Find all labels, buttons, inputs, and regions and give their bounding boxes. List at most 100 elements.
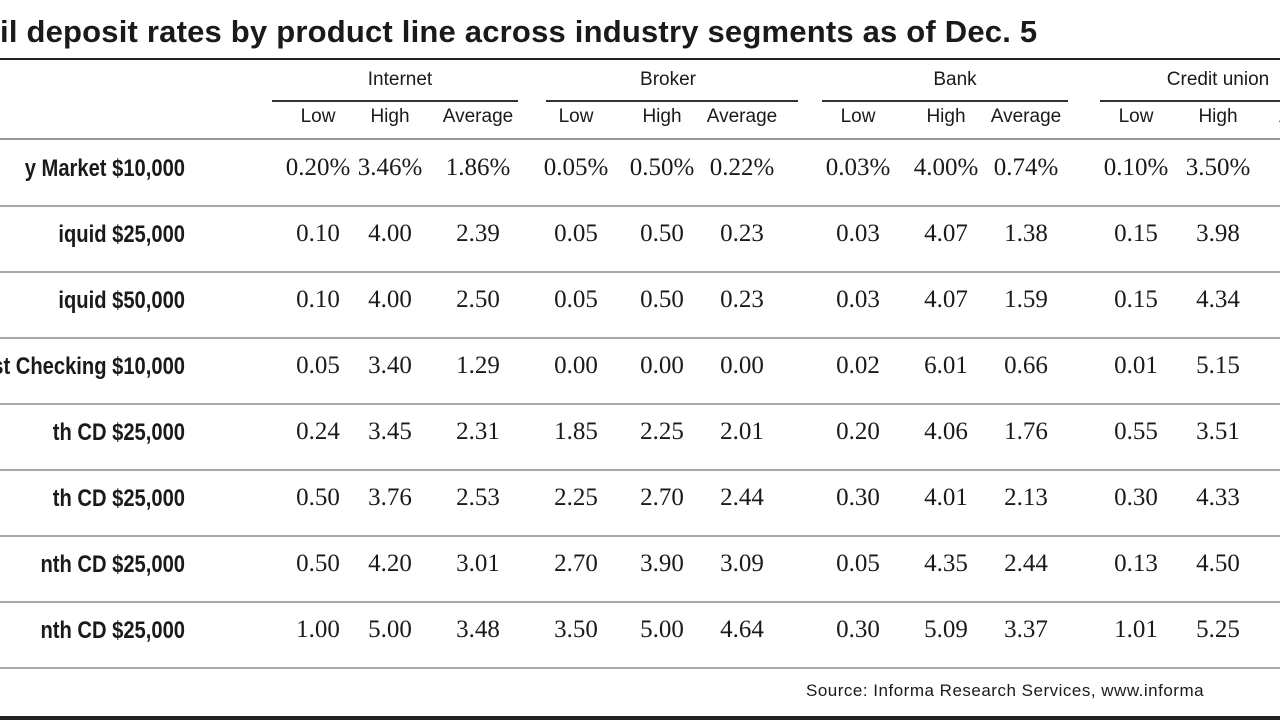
column-group-rule	[272, 100, 518, 102]
table-cell: 2.01	[720, 418, 764, 445]
table-cell: 0.05	[554, 220, 598, 247]
table-cell: 4.20	[368, 550, 412, 577]
table-cell: 4.33	[1196, 484, 1240, 511]
title-rule	[0, 58, 1280, 60]
table-cell: 0.05	[554, 286, 598, 313]
table-cell: 5.00	[640, 616, 684, 643]
bottom-rule	[0, 716, 1280, 720]
table-cell: 4.64	[720, 616, 764, 643]
table-cell: 1	[1245, 220, 1280, 248]
table-cell: 0.23	[720, 220, 764, 247]
table-cell: 0.30	[1114, 484, 1158, 511]
table-cell: 1.59	[1004, 286, 1048, 313]
table-cell: 6.01	[924, 352, 968, 379]
table-cell: 0.24	[296, 418, 340, 445]
table-cell: 0.30	[836, 484, 880, 511]
table-cell: 3.45	[368, 418, 412, 445]
table-cell: 3.37	[1004, 616, 1048, 643]
row-separator	[0, 667, 1280, 669]
table-cell: 2	[1245, 286, 1280, 314]
table-cell: 0.15	[1114, 286, 1158, 313]
row-label: th CD $25,000	[52, 485, 185, 512]
table-cell: 0.13	[1114, 550, 1158, 577]
table-cell: 4.34	[1196, 286, 1240, 313]
column-subheader: Low	[1118, 106, 1154, 127]
table-cell: 3.40	[368, 352, 412, 379]
table-cell: 0.10%	[1103, 154, 1169, 181]
table-cell: 2.25	[640, 418, 684, 445]
table-cell: 4.07	[924, 220, 968, 247]
table-cell: 2	[1245, 418, 1280, 446]
table-title: il deposit rates by product line across …	[0, 14, 1038, 49]
table-cell: 1.00	[296, 616, 340, 643]
source-note: Source: Informa Research Services, www.i…	[806, 681, 1205, 700]
column-group-header: Credit union	[1166, 69, 1270, 90]
table-cell: 5.09	[924, 616, 968, 643]
row-label: iquid $25,000	[58, 221, 185, 248]
table-cell: 0.10	[296, 286, 340, 313]
table-cell: 3.01	[456, 550, 500, 577]
row-label: nth CD $25,000	[40, 551, 185, 578]
table-cell: 0.50	[296, 550, 340, 577]
table-cell: 0.10	[296, 220, 340, 247]
column-subheader: High	[1198, 106, 1238, 127]
column-subheader: Average	[990, 106, 1062, 127]
table-cell: 3.90	[640, 550, 684, 577]
row-separator	[0, 403, 1280, 405]
table-cell: 5.00	[368, 616, 412, 643]
column-subheader: Low	[558, 106, 594, 127]
table-cell: 0.55	[1114, 418, 1158, 445]
table-cell: 0.20	[836, 418, 880, 445]
table-cell: 0.00	[554, 352, 598, 379]
table-cell: 3.50	[554, 616, 598, 643]
table-cell: 2.70	[640, 484, 684, 511]
table-cell: 0.05	[296, 352, 340, 379]
table-cell: 4.35	[924, 550, 968, 577]
table-cell: 0.01	[1114, 352, 1158, 379]
column-subheader: Low	[840, 106, 876, 127]
column-group-rule	[822, 100, 1068, 102]
table-cell: 1.29	[456, 352, 500, 379]
table-cell: 0	[1245, 352, 1280, 380]
row-label: st Checking $10,000	[0, 353, 185, 380]
column-group-rule	[1100, 100, 1280, 102]
table-cell: 0.23	[720, 286, 764, 313]
table-cell: 4.00%	[913, 154, 979, 181]
table-cell: 2.44	[720, 484, 764, 511]
table-cell: 1.86%	[445, 154, 511, 181]
column-group-rule	[546, 100, 798, 102]
table-cell: 1.01	[1114, 616, 1158, 643]
table-cell: 4.01	[924, 484, 968, 511]
table-cell: 0.30	[836, 616, 880, 643]
row-label: y Market $10,000	[24, 155, 185, 182]
table-cell: 2	[1245, 550, 1280, 578]
table-cell: 0.05	[836, 550, 880, 577]
table-cell: 2.50	[456, 286, 500, 313]
table-cell: 3.46%	[357, 154, 423, 181]
row-separator	[0, 205, 1280, 207]
table-cell: 1.38	[1004, 220, 1048, 247]
row-separator	[0, 271, 1280, 273]
table-cell: 2	[1245, 484, 1280, 512]
table-cell: 0.05%	[543, 154, 609, 181]
column-subheader: High	[642, 106, 682, 127]
row-separator	[0, 337, 1280, 339]
table-cell: 3.48	[456, 616, 500, 643]
table-cell: 0.22%	[709, 154, 775, 181]
row-label: th CD $25,000	[52, 419, 185, 446]
table-cell: 4.00	[368, 286, 412, 313]
table-cell: 2.53	[456, 484, 500, 511]
table-cell: 4.06	[924, 418, 968, 445]
table-cell: 4.00	[368, 220, 412, 247]
table-cell: 4.07	[924, 286, 968, 313]
table-cell: 3.51	[1196, 418, 1240, 445]
row-label: nth CD $25,000	[40, 617, 185, 644]
row-separator	[0, 601, 1280, 603]
row-separator	[0, 469, 1280, 471]
table-cell: 0.02	[836, 352, 880, 379]
table-cell: 0.03%	[825, 154, 891, 181]
column-group-header: Bank	[933, 69, 977, 90]
column-group-header: Broker	[640, 69, 696, 90]
table-cell: 0.20%	[285, 154, 351, 181]
